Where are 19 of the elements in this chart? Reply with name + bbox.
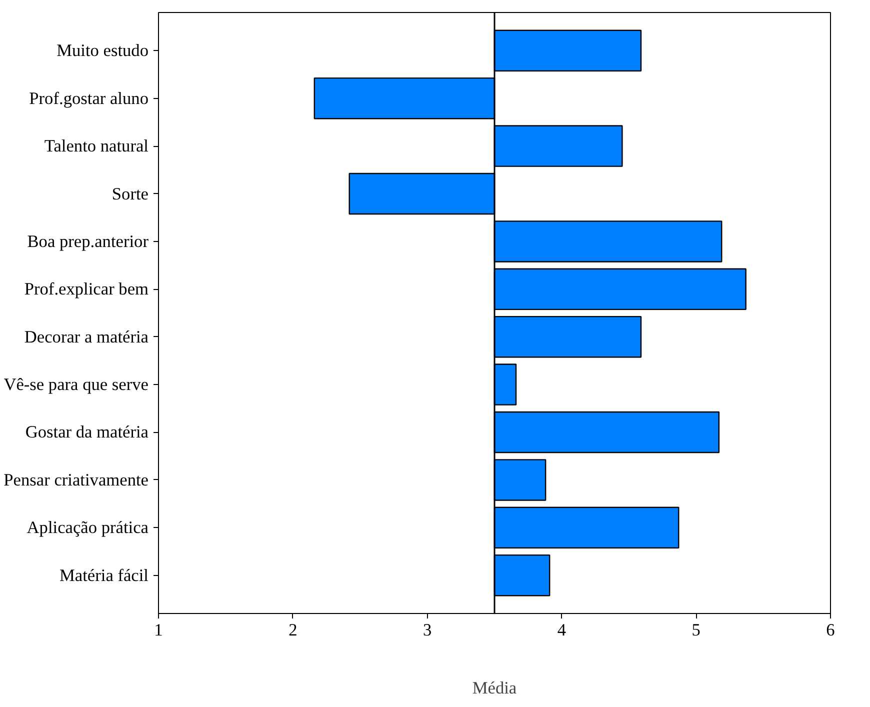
y-tick-label: Prof.explicar bem xyxy=(24,280,150,299)
y-tick-label: Boa prep.anterior xyxy=(27,232,149,251)
y-tick-label: Muito estudo xyxy=(56,41,148,60)
x-tick-label: 1 xyxy=(154,620,163,640)
x-tick-label: 6 xyxy=(826,620,836,640)
x-axis-title: Média xyxy=(472,678,517,698)
y-tick-label: Sorte xyxy=(112,184,149,204)
x-tick-label: 5 xyxy=(692,620,700,640)
x-tick-label: 2 xyxy=(288,620,298,640)
x-tick-label: 4 xyxy=(557,620,566,640)
y-tick-label: Vê-se para que serve xyxy=(4,375,149,394)
y-tick-label: Decorar a matéria xyxy=(24,327,149,346)
y-tick-label: Talento natural xyxy=(44,136,149,156)
y-tick-label: Pensar criativamente xyxy=(4,470,149,490)
y-tick-label: Prof.gostar aluno xyxy=(29,88,149,108)
y-tick-label: Aplicação prática xyxy=(26,518,149,538)
y-tick-label: Matéria fácil xyxy=(60,566,149,585)
y-tick-label: Gostar da matéria xyxy=(25,422,149,442)
x-tick-label: 3 xyxy=(422,620,432,640)
